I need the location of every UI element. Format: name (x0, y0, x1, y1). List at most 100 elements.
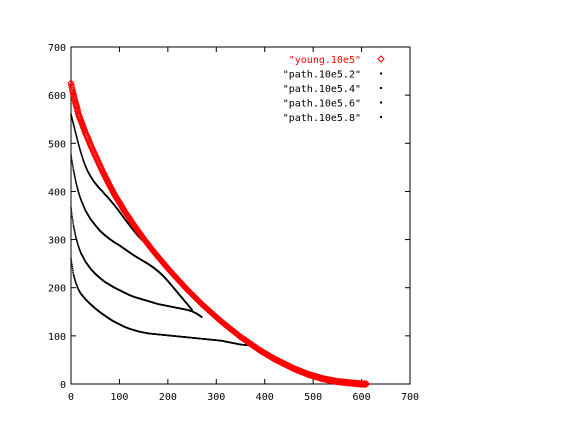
data-point (78, 194, 81, 197)
data-point (77, 191, 80, 194)
x-tick-label: 0 (68, 392, 74, 403)
data-point (79, 195, 81, 197)
data-point (70, 154, 72, 157)
data-point (71, 267, 74, 270)
data-point (75, 132, 77, 135)
data-point (78, 144, 80, 147)
series-2 (70, 154, 193, 311)
data-point (74, 129, 76, 131)
data-point (75, 237, 77, 239)
data-point (83, 162, 86, 164)
data-point (76, 188, 79, 190)
data-point (79, 250, 81, 252)
data-point (79, 250, 82, 253)
series-0 (67, 79, 371, 388)
data-point (75, 182, 77, 184)
legend-marker (377, 55, 385, 63)
y-tick-label: 300 (48, 236, 66, 247)
data-point (78, 146, 81, 149)
data-point (79, 150, 82, 152)
data-point (76, 184, 78, 187)
data-point (77, 141, 79, 143)
data-point (79, 196, 81, 198)
data-point (72, 271, 74, 274)
data-point (75, 183, 78, 185)
data-point (71, 265, 73, 268)
data-point (75, 134, 77, 136)
plot-area (67, 79, 371, 388)
data-point (73, 227, 75, 229)
data-point (77, 189, 79, 191)
data-point (72, 167, 74, 169)
data-point (83, 163, 86, 165)
data-point (76, 242, 79, 245)
data-point (72, 274, 75, 277)
series-3 (70, 207, 203, 318)
data-point (78, 247, 80, 250)
data-point (80, 125, 88, 134)
data-point (78, 120, 87, 129)
data-point (75, 135, 78, 137)
data-point (74, 231, 76, 234)
data-point (77, 245, 80, 247)
x-tick-label: 500 (304, 392, 322, 403)
data-point (76, 187, 79, 189)
data-point (77, 243, 79, 246)
data-point (73, 172, 75, 174)
data-point (80, 154, 83, 156)
data-point (76, 138, 79, 141)
data-point (79, 197, 82, 199)
data-point (82, 159, 85, 162)
y-tick-label: 600 (48, 91, 66, 102)
legend-marker (380, 101, 382, 104)
data-point (74, 278, 76, 281)
data-point (81, 156, 84, 159)
y-tick-label: 100 (48, 332, 66, 343)
data-point (72, 123, 75, 125)
data-point (78, 192, 80, 195)
data-point (71, 215, 73, 218)
data-point (76, 137, 78, 140)
y-tick-label: 700 (48, 43, 66, 54)
data-point (77, 245, 80, 248)
data-point (72, 225, 75, 228)
data-point (72, 165, 74, 167)
data-point (77, 142, 80, 145)
data-point (72, 269, 74, 272)
data-point (71, 119, 74, 122)
data-point (71, 96, 79, 104)
data-point (72, 224, 75, 226)
data-point (70, 113, 72, 116)
data-point (84, 164, 86, 167)
data-point (70, 158, 73, 160)
data-point (72, 220, 74, 222)
data-point (78, 248, 81, 250)
data-point (79, 149, 81, 151)
data-point (72, 169, 75, 171)
data-point (74, 130, 76, 132)
data-point (73, 126, 76, 129)
data-point (79, 124, 88, 132)
legend-label: "path.10e5.6" (283, 99, 361, 110)
data-point (82, 158, 84, 161)
data-point (70, 94, 79, 102)
x-tick-label: 100 (110, 392, 128, 403)
legend: "young.10e5" "path.10e5.2" "path.10e5.4" "p… (283, 55, 385, 124)
data-point (68, 86, 77, 95)
data-point (71, 263, 73, 266)
data-point (73, 228, 76, 231)
series-4 (70, 258, 251, 347)
data-point (74, 176, 76, 179)
data-point (76, 115, 85, 124)
data-point (76, 241, 79, 244)
data-point (73, 175, 76, 177)
data-point (74, 131, 77, 134)
x-tick-label: 600 (353, 392, 371, 403)
data-point (73, 275, 75, 278)
data-point (74, 279, 76, 282)
data-point (74, 234, 77, 237)
data-point (74, 178, 76, 180)
data-point (74, 233, 76, 235)
legend-marker (380, 116, 382, 118)
data-point (191, 309, 193, 311)
